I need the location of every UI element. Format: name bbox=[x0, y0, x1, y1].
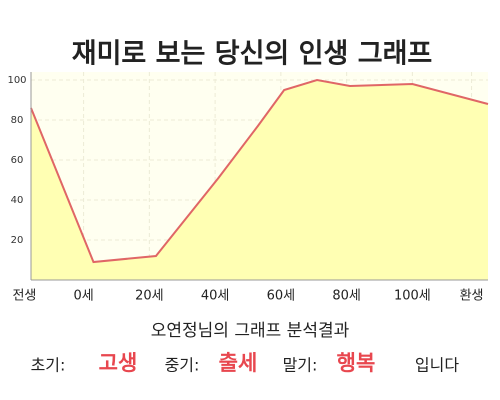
area bbox=[31, 80, 488, 280]
result-value: 행복 bbox=[337, 351, 376, 375]
x-tick-label: 40세 bbox=[201, 289, 230, 304]
x-tick-label: 80세 bbox=[332, 289, 361, 304]
y-tick-label: 60 bbox=[11, 155, 24, 166]
x-tick-label: 전생 bbox=[12, 289, 36, 304]
y-tick-label: 80 bbox=[11, 115, 24, 126]
x-tick-label: 60세 bbox=[267, 289, 296, 304]
y-tick-label: 100 bbox=[7, 75, 26, 86]
y-tick-label: 20 bbox=[11, 235, 24, 246]
x-tick-label: 100세 bbox=[394, 289, 431, 304]
result-ending: 입니다 bbox=[415, 356, 459, 375]
x-tick-label: 0세 bbox=[73, 289, 93, 304]
x-tick-label: 환생 bbox=[460, 289, 484, 304]
result-label: 말기: bbox=[283, 356, 318, 375]
x-tick-label: 20세 bbox=[135, 289, 164, 304]
result-label: 중기: bbox=[165, 356, 200, 375]
result-value: 출세 bbox=[219, 351, 258, 375]
result-label: 초기: bbox=[31, 356, 66, 375]
y-tick-label: 40 bbox=[11, 195, 24, 206]
chart-title: 재미로 보는 당신의 인생 그래프 bbox=[72, 39, 433, 70]
analysis-heading: 오연정님의 그래프 분석결과 bbox=[151, 321, 350, 341]
result-value: 고생 bbox=[99, 351, 138, 375]
line bbox=[30, 78, 489, 264]
